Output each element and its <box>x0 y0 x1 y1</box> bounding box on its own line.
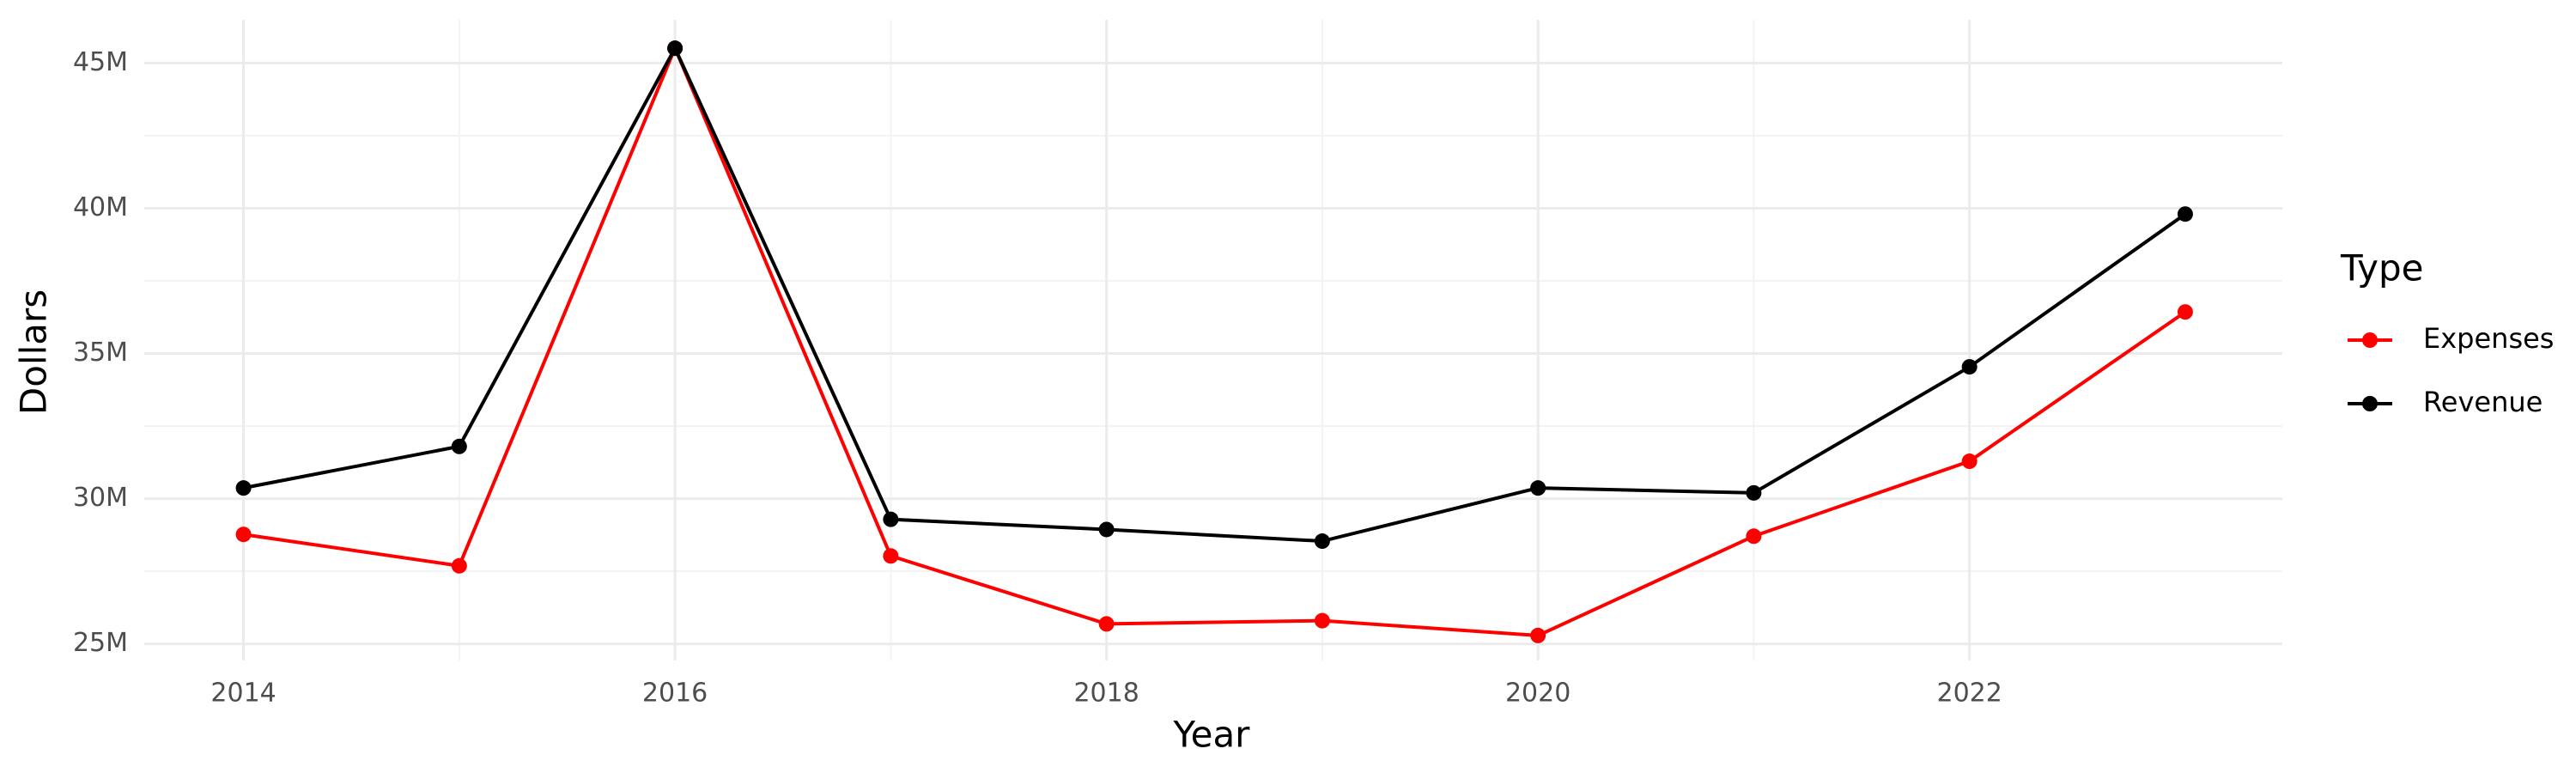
data-point <box>451 557 467 574</box>
data-point <box>1098 616 1115 632</box>
x-tick-label: 2014 <box>210 679 276 709</box>
x-tick-label: 2020 <box>1505 679 1571 709</box>
x-tick-label: 2016 <box>642 679 708 709</box>
y-tick-label: 45M <box>73 47 128 77</box>
data-point <box>235 526 252 543</box>
x-axis-title: Year <box>1173 714 1251 756</box>
legend-key-point <box>2362 332 2378 348</box>
data-point <box>883 511 899 527</box>
data-point <box>1961 359 1978 375</box>
data-point <box>1098 521 1115 538</box>
y-axis-title: Dollars <box>13 289 55 415</box>
data-point <box>1530 627 1546 643</box>
data-point <box>883 548 899 564</box>
data-point <box>1746 528 1762 545</box>
x-tick-label: 2022 <box>1936 679 2002 709</box>
y-tick-label: 25M <box>73 628 128 658</box>
y-tick-label: 30M <box>73 483 128 513</box>
data-point <box>1314 533 1330 550</box>
legend-label: Expenses <box>2423 322 2554 355</box>
x-tick-label: 2018 <box>1073 679 1139 709</box>
y-tick-label: 40M <box>73 192 128 222</box>
data-point <box>451 438 467 454</box>
y-tick-label: 35M <box>73 338 128 368</box>
data-point <box>1530 480 1546 496</box>
series-line <box>243 43 2187 637</box>
legend-key-point <box>2362 396 2378 411</box>
data-point <box>2177 304 2193 320</box>
data-point <box>1314 612 1330 629</box>
legend-label: Revenue <box>2423 386 2543 418</box>
data-point <box>667 40 683 57</box>
data-point <box>1746 484 1762 501</box>
series-line <box>243 44 2187 544</box>
legend-title: Type <box>2340 247 2423 289</box>
data-point <box>1961 453 1978 470</box>
data-point <box>2177 206 2193 222</box>
data-point <box>235 480 252 496</box>
